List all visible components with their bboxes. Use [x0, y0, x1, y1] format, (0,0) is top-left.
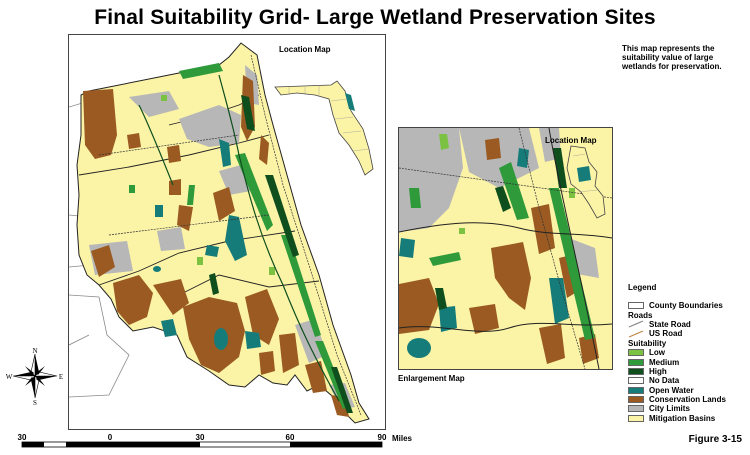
legend-suitability-heading: Suitability	[628, 338, 667, 348]
enlargement-map-caption: Enlargement Map	[398, 374, 465, 383]
legend: Legend County Boundaries Roads State Roa…	[628, 283, 748, 423]
map-title: Final Suitability Grid- Large Wetland Pr…	[94, 6, 656, 29]
main-map-frame: Location Map	[68, 34, 386, 430]
legend-item-medium: Medium	[628, 357, 748, 367]
legend-label: Mitigation Basins	[649, 413, 716, 423]
legend-item-city-limits: City Limits	[628, 404, 748, 413]
florida-location-map	[274, 80, 374, 176]
scale-bar: 30 0 30 60 90 Miles	[18, 433, 413, 448]
legend-item-low: Low	[628, 348, 748, 357]
legend-state-road: State Road	[628, 320, 748, 329]
enlargement-map	[399, 128, 612, 369]
legend-item-mitigation-basins: Mitigation Basins	[628, 414, 748, 423]
scale-tick-label: 60	[286, 433, 295, 442]
legend-roads-heading: Roads	[628, 310, 653, 320]
compass-rose-icon: N S E W	[6, 347, 63, 406]
legend-swatch	[628, 367, 644, 375]
legend-label: No Data	[649, 376, 680, 386]
figure-label: Figure 3-15	[688, 434, 742, 445]
compass-w: W	[6, 373, 13, 381]
main-map	[69, 42, 374, 424]
legend-label: Low	[649, 348, 665, 358]
legend-label: Open Water	[649, 385, 694, 395]
state-road-symbol	[628, 320, 644, 329]
legend-suitability-items: Low Medium High No Data Open Water Conservati…	[628, 348, 748, 423]
scale-unit: Miles	[392, 434, 413, 443]
legend-item-no-data: No Data	[628, 376, 748, 385]
scale-tick-label: 30	[18, 433, 27, 442]
legend-heading: Legend	[628, 283, 657, 292]
map-description: This map represents the suitability valu…	[622, 44, 722, 71]
legend-swatch	[628, 396, 644, 404]
compass-n: N	[32, 347, 37, 355]
legend-swatch	[628, 377, 644, 385]
compass-s: S	[33, 399, 37, 406]
scale-tick-label: 90	[378, 433, 387, 442]
legend-label: City Limits	[649, 404, 690, 414]
legend-swatch	[628, 405, 644, 413]
legend-item-conservation-lands: Conservation Lands	[628, 395, 748, 404]
main-location-map-label: Location Map	[279, 45, 331, 54]
legend-swatch	[628, 386, 644, 394]
compass-e: E	[59, 373, 63, 381]
legend-swatch	[628, 349, 644, 357]
legend-item-open-water: Open Water	[628, 386, 748, 395]
us-road-symbol	[628, 330, 644, 338]
legend-item-high: High	[628, 367, 748, 376]
legend-swatch	[628, 414, 644, 422]
enlargement-location-map-label: Location Map	[545, 136, 597, 145]
study-area	[76, 42, 370, 424]
enlargement-location-map	[566, 145, 606, 219]
legend-county-boundaries: County Boundaries	[628, 301, 748, 310]
county-boundary-swatch	[628, 302, 644, 310]
legend-us-road: US Road	[628, 329, 748, 338]
scale-tick-label: 30	[196, 433, 205, 442]
legend-label: High	[649, 366, 667, 376]
scale-tick-label: 0	[108, 433, 113, 442]
legend-swatch	[628, 358, 644, 366]
legend-label: Conservation Lands	[649, 395, 726, 405]
legend-label: Medium	[649, 357, 680, 367]
enlargement-map-frame: Location Map	[398, 127, 613, 370]
